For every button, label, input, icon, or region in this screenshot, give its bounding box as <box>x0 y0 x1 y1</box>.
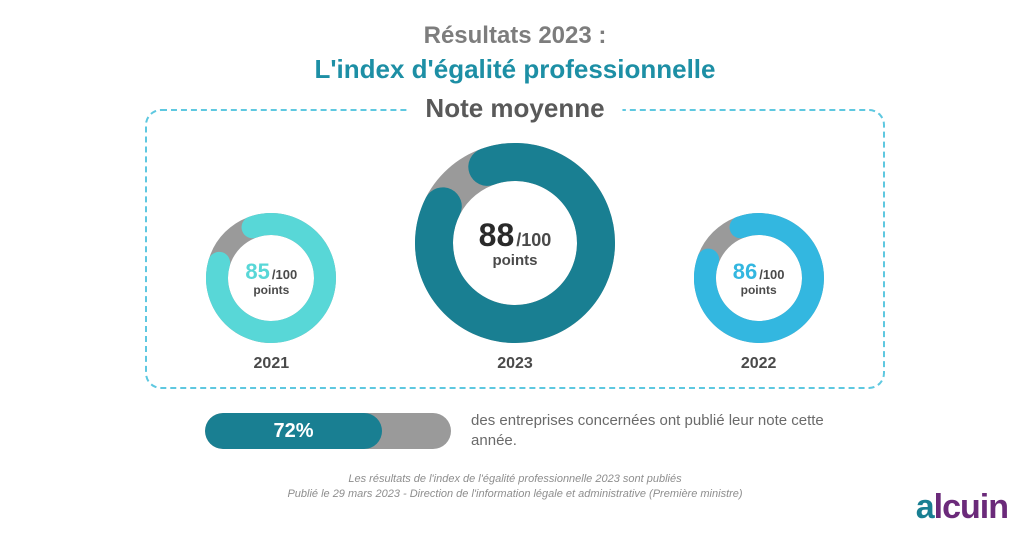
header: Résultats 2023 : L'index d'égalité profe… <box>0 0 1030 85</box>
score-unit: points <box>741 283 777 297</box>
donut-2023: 88 /100 points 2023 <box>415 143 615 373</box>
donut-center: 85 /100 points <box>206 213 336 343</box>
average-score-panel: Note moyenne 85 /100 points 2021 <box>145 109 885 389</box>
year-label: 2023 <box>497 355 533 373</box>
brand-logo: alcuin <box>916 488 1008 527</box>
footnote-line-1: Les résultats de l'index de l'égalité pr… <box>0 472 1030 488</box>
donut-center: 86 /100 points <box>694 213 824 343</box>
progress-fill: 72% <box>205 413 382 449</box>
progress-label: 72% <box>274 420 314 443</box>
year-label: 2022 <box>741 355 777 373</box>
score-max: /100 <box>759 267 784 282</box>
donut-chart: 85 /100 points <box>206 213 336 343</box>
donut-center: 88 /100 points <box>415 143 615 343</box>
panel-title: Note moyenne <box>407 93 622 124</box>
progress-bar: 72% <box>205 413 451 449</box>
score-value: 86 <box>733 259 757 285</box>
score-max: /100 <box>272 267 297 282</box>
score-unit: points <box>492 252 537 269</box>
logo-accent: a <box>916 488 934 527</box>
year-label: 2021 <box>254 355 290 373</box>
score-value: 85 <box>245 259 269 285</box>
footnote: Les résultats de l'index de l'égalité pr… <box>0 472 1030 504</box>
donut-chart: 86 /100 points <box>694 213 824 343</box>
score-value: 88 <box>479 217 515 254</box>
score-max: /100 <box>516 230 551 251</box>
donut-chart: 88 /100 points <box>415 143 615 343</box>
donut-row: 85 /100 points 2021 88 /100 points 2023 <box>167 143 863 373</box>
donut-2021: 85 /100 points 2021 <box>206 213 336 373</box>
footnote-line-2: Publié le 29 mars 2023 - Direction de l'… <box>0 487 1030 503</box>
publication-stat-row: 72% des entreprises concernées ont publi… <box>205 411 825 452</box>
donut-2022: 86 /100 points 2022 <box>694 213 824 373</box>
title-line-2: L'index d'égalité professionnelle <box>0 54 1030 85</box>
logo-rest: lcuin <box>934 488 1008 527</box>
stat-text: des entreprises concernées ont publié le… <box>471 411 825 452</box>
title-line-1: Résultats 2023 : <box>0 22 1030 50</box>
score-unit: points <box>253 283 289 297</box>
